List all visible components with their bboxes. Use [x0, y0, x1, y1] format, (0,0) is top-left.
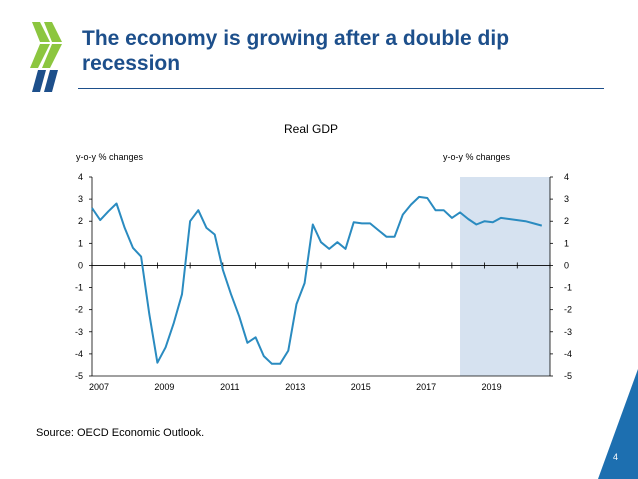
- y-tick-label-right: -3: [564, 327, 572, 337]
- y-tick-label-right: 3: [564, 194, 569, 204]
- x-tick-label: 2007: [89, 382, 109, 392]
- slide-title: The economy is growing after a double di…: [82, 26, 602, 76]
- y-tick-label-right: -2: [564, 305, 572, 315]
- y-tick-label-left: -1: [75, 283, 83, 293]
- logo-chevron-top-right: [44, 22, 62, 42]
- y-axis-label-left: y-o-y % changes: [76, 152, 144, 162]
- logo-chevron-mid-right: [42, 44, 62, 68]
- y-tick-label-right: 4: [564, 172, 569, 182]
- logo-chevron-bottom-left: [32, 70, 46, 92]
- x-tick-label: 2019: [482, 382, 502, 392]
- y-tick-label-right: 1: [564, 238, 569, 248]
- chart-title: Real GDP: [284, 122, 338, 136]
- gdp-series-line: [91, 195, 543, 365]
- logo-chevron-bottom-right: [44, 70, 58, 92]
- y-axis-label-right: y-o-y % changes: [443, 152, 511, 162]
- y-tick-label-left: -2: [75, 305, 83, 315]
- logo-chevron-mid-left: [30, 44, 50, 68]
- slide-title-line1: The economy is growing after a double di…: [82, 27, 510, 50]
- y-tick-label-right: 2: [564, 216, 569, 226]
- y-tick-label-left: 0: [78, 260, 83, 270]
- slide-title-line2: recession: [82, 52, 181, 75]
- y-tick-label-right: 0: [564, 260, 569, 270]
- source-note: Source: OECD Economic Outlook.: [36, 427, 205, 439]
- y-tick-label-left: -5: [75, 371, 83, 381]
- page-number: 4: [613, 452, 619, 462]
- oecd-logo: [30, 22, 62, 92]
- y-tick-label-right: -4: [564, 349, 572, 359]
- y-tick-label-left: 1: [78, 238, 83, 248]
- y-tick-label-left: 2: [78, 216, 83, 226]
- x-tick-label: 2013: [285, 382, 305, 392]
- x-tick-label: 2011: [220, 382, 239, 392]
- y-tick-label-right: -1: [564, 283, 572, 293]
- corner-decoration: [598, 369, 638, 479]
- projection-shade: [460, 177, 550, 376]
- y-tick-label-left: 3: [78, 194, 83, 204]
- logo-chevron-top-left: [32, 22, 50, 42]
- y-tick-label-left: -4: [75, 349, 83, 359]
- x-tick-label: 2009: [154, 382, 174, 392]
- x-tick-label: 2015: [351, 382, 371, 392]
- y-tick-label-right: -5: [564, 371, 572, 381]
- y-tick-label-left: 4: [78, 172, 83, 182]
- title-underline: [78, 88, 604, 89]
- y-tick-label-left: -3: [75, 327, 83, 337]
- corner-triangle: [598, 369, 638, 479]
- real-gdp-chart: Real GDP y-o-y % changes y-o-y % changes…: [75, 122, 572, 392]
- x-tick-label: 2017: [416, 382, 436, 392]
